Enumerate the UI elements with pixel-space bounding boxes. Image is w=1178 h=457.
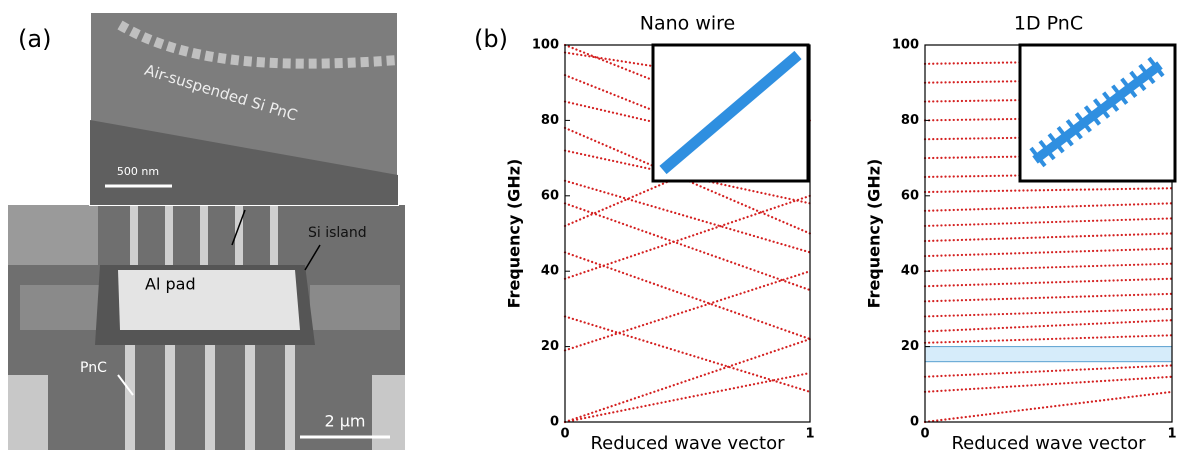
y-axis-label: Frequency (GHz) bbox=[865, 159, 884, 309]
band-line bbox=[925, 264, 1172, 272]
band-line bbox=[925, 234, 1172, 242]
y-tick-label: 100 bbox=[532, 38, 559, 53]
band-line bbox=[925, 309, 1172, 317]
band-line bbox=[565, 316, 810, 391]
band-line bbox=[565, 271, 810, 350]
band-line bbox=[925, 279, 1172, 287]
y-tick-label: 0 bbox=[910, 415, 919, 430]
chart-title: Nano wire bbox=[640, 13, 735, 35]
chart-title: 1D PnC bbox=[1014, 13, 1083, 35]
band-line bbox=[925, 392, 1172, 422]
y-tick-label: 60 bbox=[901, 188, 919, 203]
y-tick-label: 80 bbox=[901, 113, 919, 128]
band-line bbox=[565, 252, 810, 339]
bandgap bbox=[925, 347, 1172, 362]
annotation: Si island bbox=[308, 225, 367, 241]
y-axis-label: Frequency (GHz) bbox=[505, 159, 524, 309]
band-line bbox=[925, 203, 1172, 211]
x-tick-label: 1 bbox=[805, 427, 814, 442]
band-line bbox=[925, 365, 1172, 376]
y-tick-label: 100 bbox=[892, 38, 919, 53]
annotation: Al pad bbox=[145, 275, 196, 294]
x-axis-label: Reduced wave vector bbox=[951, 433, 1146, 454]
band-line bbox=[925, 335, 1172, 343]
band-line bbox=[925, 294, 1172, 302]
y-tick-label: 80 bbox=[541, 113, 559, 128]
band-line bbox=[925, 320, 1172, 331]
panel-label: (b) bbox=[474, 25, 508, 53]
y-tick-label: 60 bbox=[541, 188, 559, 203]
x-axis-label: Reduced wave vector bbox=[590, 433, 785, 454]
band-line bbox=[565, 196, 810, 279]
band-line bbox=[925, 249, 1172, 257]
y-tick-label: 0 bbox=[550, 415, 559, 430]
y-tick-label: 40 bbox=[901, 264, 919, 279]
band-line bbox=[925, 188, 1172, 192]
x-tick-label: 0 bbox=[560, 427, 569, 442]
figure: (a) (b) Al pad Si island PnC 2 μm Air-su… bbox=[0, 0, 1178, 457]
band-line bbox=[565, 181, 810, 253]
x-tick-label: 0 bbox=[920, 427, 929, 442]
annotation: PnC bbox=[80, 360, 107, 376]
band-line bbox=[925, 377, 1172, 392]
y-tick-label: 40 bbox=[541, 264, 559, 279]
scale-label: 2 μm bbox=[324, 412, 365, 431]
scale-label: 500 nm bbox=[117, 165, 159, 178]
x-tick-label: 1 bbox=[1167, 427, 1176, 442]
y-tick-label: 20 bbox=[541, 339, 559, 354]
y-tick-label: 20 bbox=[901, 339, 919, 354]
panel-label: (a) bbox=[18, 25, 51, 53]
band-line bbox=[925, 218, 1172, 226]
